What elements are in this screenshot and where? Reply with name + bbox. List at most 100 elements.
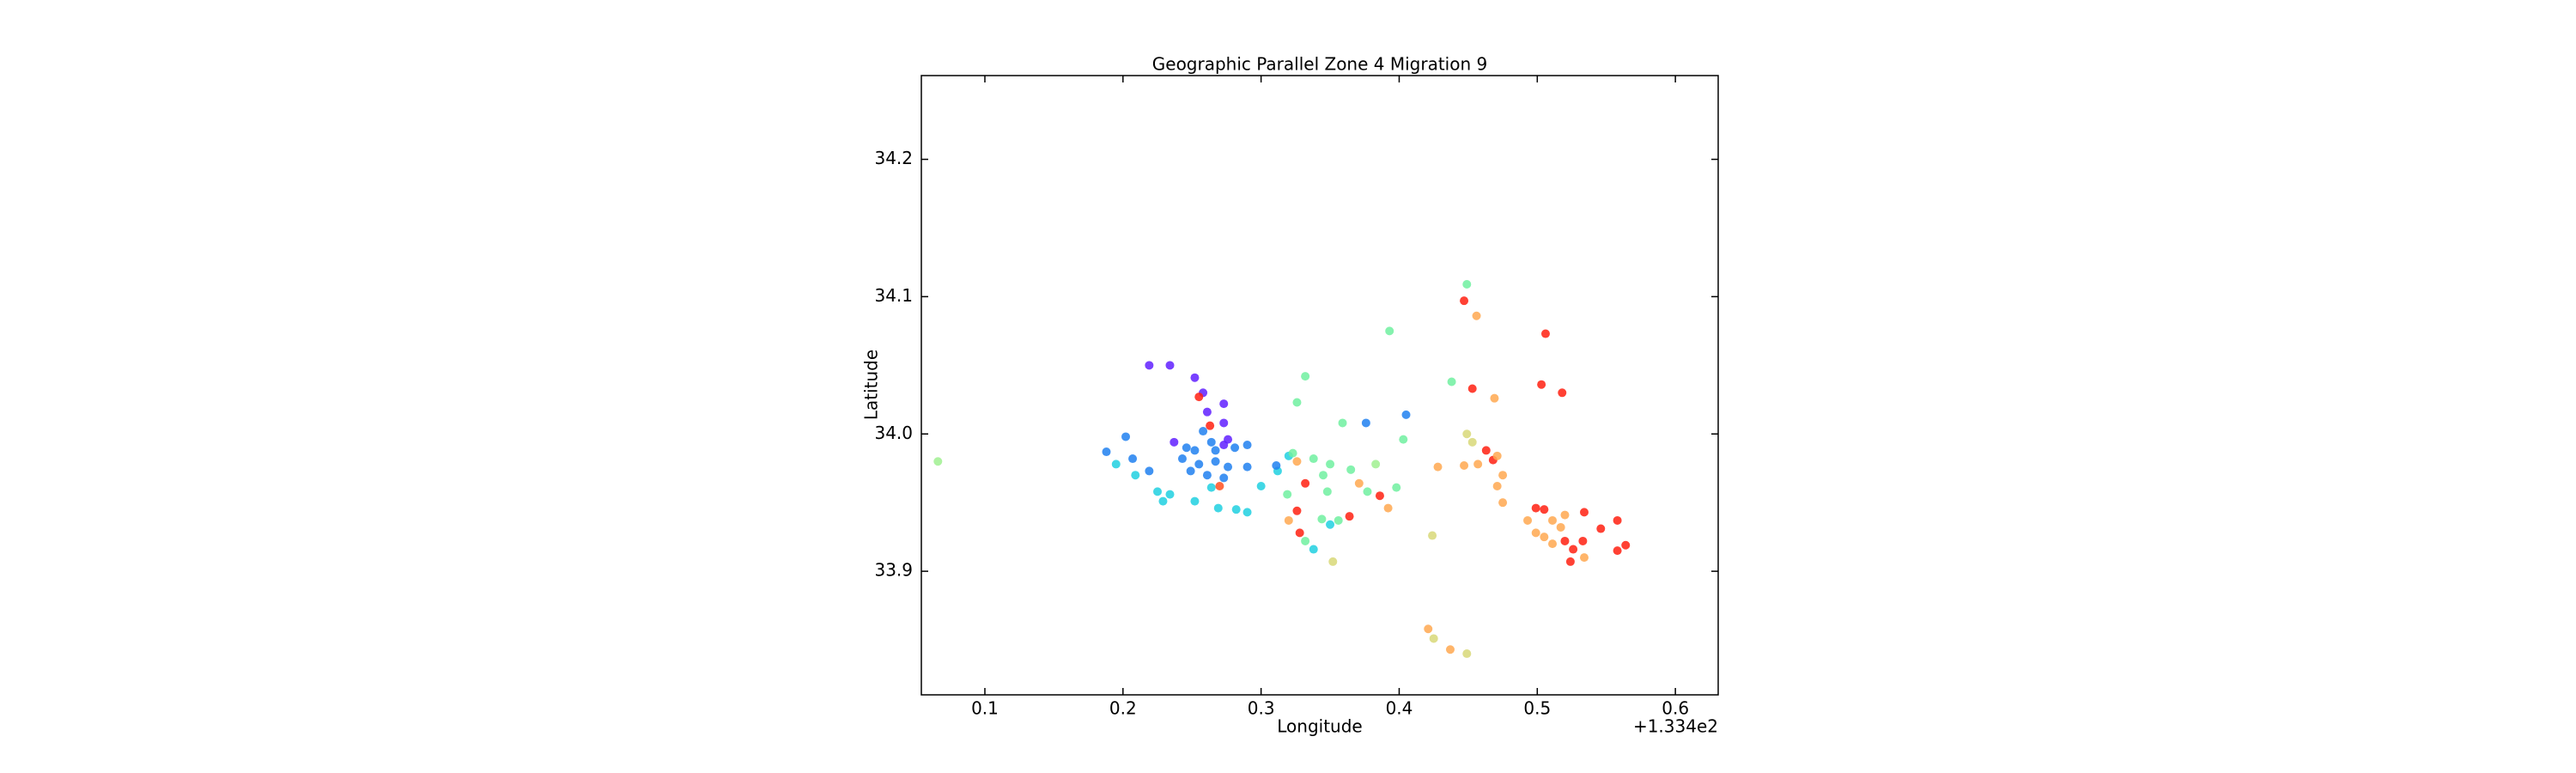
scatter-point xyxy=(1224,462,1233,472)
scatter-point xyxy=(1481,446,1491,455)
scatter-point xyxy=(1111,460,1121,469)
scatter-point xyxy=(1292,457,1302,466)
scatter-point xyxy=(1256,482,1266,491)
x-tick-label: 0.2 xyxy=(1109,698,1137,719)
y-axis-label: Latitude xyxy=(861,350,882,420)
scatter-point xyxy=(1186,466,1195,476)
scatter-point xyxy=(1473,460,1483,469)
scatter-point xyxy=(1531,503,1540,513)
scatter-point xyxy=(1145,361,1154,370)
scatter-point xyxy=(1560,510,1570,520)
scatter-point xyxy=(1613,515,1622,525)
y-tick-label: 34.2 xyxy=(874,148,913,168)
scatter-point xyxy=(1399,435,1408,444)
scatter-point xyxy=(1392,483,1401,492)
scatter-point xyxy=(1326,520,1335,529)
scatter-point xyxy=(1346,465,1356,474)
scatter-point xyxy=(1301,536,1310,545)
scatter-point xyxy=(1153,487,1163,496)
scatter-point xyxy=(1578,536,1588,545)
scatter-point xyxy=(1537,380,1546,389)
scatter-point xyxy=(1211,446,1220,455)
scatter-point xyxy=(1102,447,1111,457)
scatter-point xyxy=(1292,398,1302,407)
scatter-point xyxy=(1556,522,1565,532)
scatter-point xyxy=(1202,471,1212,480)
scatter-point xyxy=(1170,437,1179,447)
scatter-point xyxy=(1219,418,1229,428)
x-tick-label: 0.1 xyxy=(971,698,999,719)
scatter-point xyxy=(1182,443,1191,453)
scatter-point xyxy=(1190,496,1200,506)
scatter-point xyxy=(1579,508,1589,517)
scatter-point xyxy=(1206,421,1215,430)
scatter-point xyxy=(1158,496,1168,506)
scatter-point xyxy=(1565,557,1575,566)
x-axis-label: Longitude xyxy=(1277,716,1362,737)
scatter-point xyxy=(1242,441,1252,450)
scatter-point xyxy=(1375,491,1384,501)
scatter-point xyxy=(1490,393,1499,403)
scatter-point xyxy=(1560,536,1570,545)
scatter-point xyxy=(1295,528,1304,538)
scatter-point xyxy=(1385,326,1394,336)
scatter-point xyxy=(1460,461,1469,471)
scatter-point xyxy=(1213,503,1223,513)
scatter-point xyxy=(1548,515,1558,525)
scatter-point xyxy=(1579,553,1589,563)
scatter-point xyxy=(1242,462,1252,472)
scatter-point xyxy=(1206,437,1216,447)
scatter-point xyxy=(1429,634,1438,643)
scatter-point xyxy=(1242,508,1252,517)
scatter-point xyxy=(1472,311,1481,320)
scatter-point xyxy=(1206,483,1216,492)
scatter-point xyxy=(1540,533,1549,542)
scatter-point xyxy=(1569,545,1578,554)
scatter-point xyxy=(1492,482,1502,491)
scatter-point xyxy=(1613,546,1622,556)
scatter-point xyxy=(933,457,943,466)
scatter-point xyxy=(1231,505,1241,514)
scatter-point xyxy=(1558,388,1567,398)
scatter-point xyxy=(1371,460,1381,469)
scatter-point xyxy=(1462,649,1472,659)
x-tick-label: 0.3 xyxy=(1248,698,1275,719)
scatter-point xyxy=(1319,471,1328,480)
scatter-point xyxy=(1121,432,1131,441)
scatter-point xyxy=(1309,454,1318,464)
x-tick-label: 0.5 xyxy=(1523,698,1551,719)
scatter-point xyxy=(1292,506,1302,515)
scatter-point xyxy=(1621,540,1631,550)
scatter-point xyxy=(1145,466,1154,476)
scatter-point xyxy=(1498,498,1508,508)
scatter-point xyxy=(1383,503,1393,513)
scatter-point xyxy=(1283,490,1292,499)
x-tick-label: 0.4 xyxy=(1386,698,1413,719)
scatter-point xyxy=(1363,487,1372,496)
scatter-point xyxy=(1462,279,1472,289)
scatter-point xyxy=(1309,545,1318,554)
scatter-point xyxy=(1338,418,1347,428)
scatter-point xyxy=(1219,441,1229,450)
scatter-point xyxy=(1272,461,1281,471)
scatter-point xyxy=(1334,515,1343,525)
scatter-point xyxy=(1326,460,1335,469)
scatter-point xyxy=(1230,443,1240,453)
scatter-point xyxy=(1428,531,1437,540)
scatter-point xyxy=(1199,427,1208,436)
scatter-point xyxy=(1165,490,1175,499)
scatter-point xyxy=(1498,471,1508,480)
scatter-point xyxy=(1548,539,1558,549)
scatter-point xyxy=(1317,514,1327,524)
plot-frame xyxy=(920,75,1719,696)
scatter-point xyxy=(1433,462,1443,472)
scatter-point xyxy=(1424,624,1433,634)
y-tick-label: 34.0 xyxy=(874,423,913,443)
scatter-point xyxy=(1202,407,1212,417)
scatter-point xyxy=(1401,410,1411,419)
scatter-point xyxy=(1467,437,1477,447)
scatter-point xyxy=(1467,384,1477,393)
scatter-point xyxy=(1284,515,1293,525)
x-tick-label: 0.6 xyxy=(1662,698,1689,719)
